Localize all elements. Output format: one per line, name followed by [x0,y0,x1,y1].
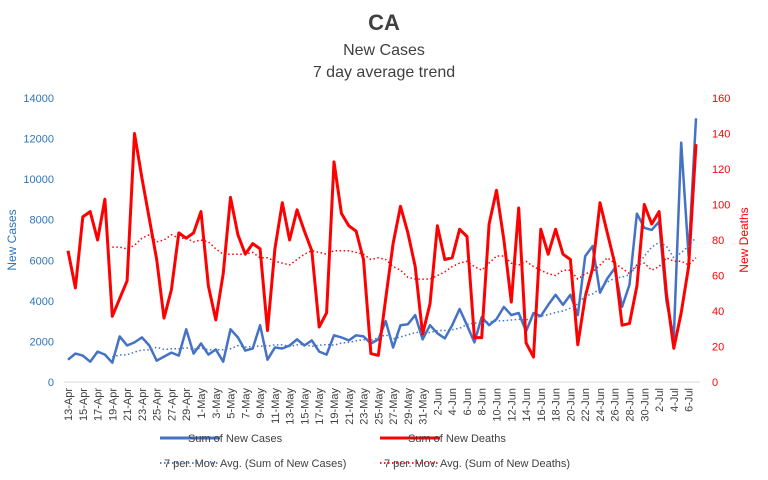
x-tick-label: 12-Jun [506,388,518,422]
x-tick-label: 23-Apr [137,388,149,421]
right-axis-title: New Deaths [737,207,751,272]
x-tick-label: 13-May [285,388,297,425]
legend-label: 7 per. Mov. Avg. (Sum of New Cases) [164,458,346,470]
right-y-tick-label: 80 [712,235,724,247]
chart-subtitle: New Cases [343,42,425,59]
x-tick-label: 17-Apr [93,388,105,421]
x-tick-label: 2-Jun [432,388,444,416]
legend-label: 7 per. Mov. Avg. (Sum of New Deaths) [384,458,570,470]
x-tick-label: 21-Apr [122,388,134,421]
x-tick-label: 20-Jun [565,388,577,422]
left-y-tick-label: 4000 [30,296,54,308]
x-tick-label: 3-May [211,388,223,419]
left-y-tick-label: 2000 [30,336,54,348]
x-tick-label: 15-Apr [78,388,90,421]
x-tick-label: 19-May [329,388,341,425]
x-tick-label: 9-May [255,388,267,419]
x-tick-label: 29-Apr [181,388,193,421]
x-tick-label: 4-Jun [447,388,459,416]
x-tick-label: 27-Apr [166,388,178,421]
new-deaths-line [66,132,698,359]
x-tick-label: 11-May [270,388,282,424]
left-y-tick-label: 6000 [30,255,54,267]
x-tick-label: 7-May [240,388,252,419]
right-y-tick-label: 20 [712,342,724,354]
x-tick-label: 6-Jul [684,388,696,412]
deaths-moving-average-line [112,233,697,280]
x-tick-label: 22-Jun [580,388,592,422]
right-y-tick-label: 140 [712,129,730,141]
x-tick-label: 5-May [226,388,238,419]
chart-title: CA [368,10,400,35]
x-tick-label: 25-Apr [152,388,164,421]
right-y-tick-label: 160 [712,93,730,105]
right-y-tick-label: 0 [712,377,718,389]
legend-label: Sum of New Deaths [408,433,506,445]
right-y-tick-label: 40 [712,306,724,318]
x-tick-label: 18-Jun [551,388,563,422]
x-tick-label: 28-Jun [625,388,637,422]
x-tick-label: 27-May [388,388,400,425]
x-tick-label: 30-Jun [639,388,651,422]
x-tick-label: 14-Jun [521,388,533,422]
x-tick-label: 15-May [299,388,311,425]
x-tick-label: 23-May [359,388,371,425]
x-tick-label: 17-May [314,388,326,425]
x-tick-label: 6-Jun [462,388,474,416]
right-y-tick-label: 120 [712,164,730,176]
x-tick-label: 10-Jun [492,388,504,422]
left-y-tick-label: 10000 [23,174,54,186]
chart-subtitle-trend: 7 day average trend [312,64,456,81]
x-tick-label: 24-Jun [595,388,607,422]
x-tick-label: 1-May [196,388,208,419]
cases-moving-average-line [112,236,697,358]
x-tick-label: 21-May [344,388,356,425]
x-tick-label: 4-Jul [669,388,681,412]
x-tick-label: 13-Apr [63,388,75,421]
legend-label: Sum of New Cases [188,433,283,445]
x-tick-label: 25-May [373,388,385,425]
left-y-tick-label: 14000 [23,93,54,105]
left-y-tick-label: 0 [48,377,54,389]
left-y-tick-label: 8000 [30,215,54,227]
right-y-tick-label: 100 [712,200,730,212]
x-tick-label: 19-Apr [107,388,119,421]
x-tick-label: 29-May [403,388,415,425]
left-axis-title: New Cases [5,209,19,270]
right-y-tick-label: 60 [712,271,724,283]
x-tick-label: 26-Jun [610,388,622,422]
x-tick-label: 31-May [418,388,430,425]
left-y-tick-label: 12000 [23,134,54,146]
x-tick-label: 8-Jun [477,388,489,416]
x-tick-label: 2-Jul [654,388,666,412]
x-tick-label: 16-Jun [536,388,548,422]
